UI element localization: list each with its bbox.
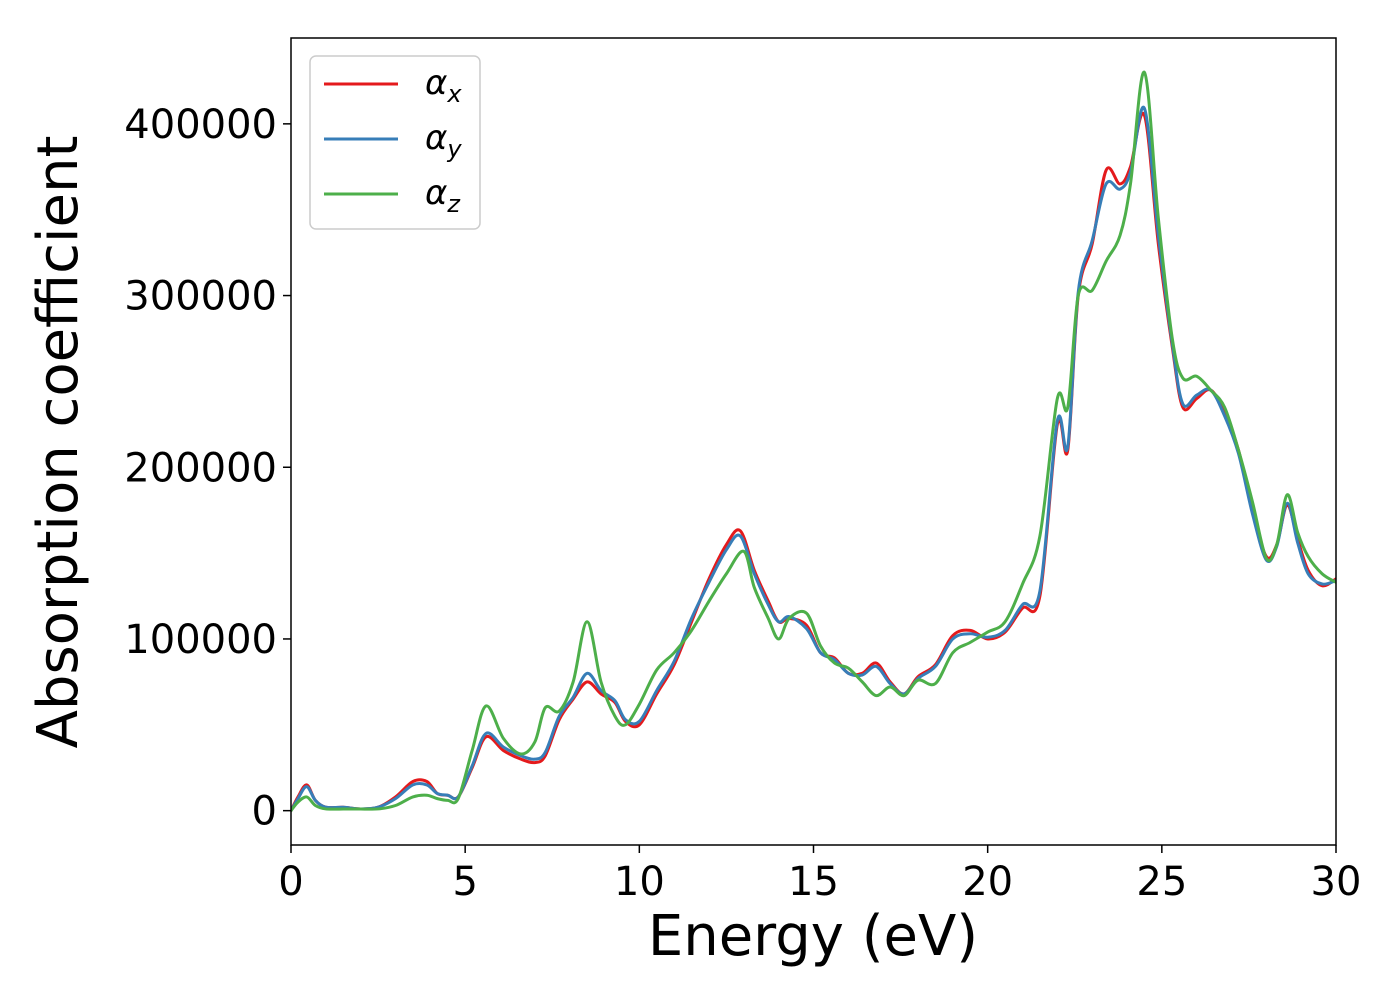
y-tick-label: 0 bbox=[252, 789, 277, 835]
series-group bbox=[291, 70, 1336, 813]
y-tick-label: 100000 bbox=[124, 617, 277, 663]
legend-symbol: α bbox=[425, 63, 447, 103]
y-axis-label: Absorption coefficient bbox=[26, 136, 91, 749]
x-axis: 0 5 10 15 20 25 30 bbox=[278, 845, 1361, 905]
y-axis: 0 100000 200000 300000 400000 bbox=[124, 102, 291, 835]
x-tick-label: 15 bbox=[788, 859, 839, 905]
legend-label-y: αy bbox=[425, 118, 462, 163]
y-tick-label: 200000 bbox=[124, 445, 277, 491]
x-tick-label: 25 bbox=[1136, 859, 1187, 905]
series-line-z bbox=[291, 70, 1336, 813]
legend-subscript: z bbox=[446, 190, 461, 218]
y-tick-label: 400000 bbox=[124, 102, 277, 148]
legend-symbol: α bbox=[425, 173, 447, 213]
x-tick-label: 10 bbox=[614, 859, 665, 905]
legend-label-z: αz bbox=[425, 173, 461, 218]
legend-label-x: αx bbox=[425, 63, 462, 108]
x-axis-label: Energy (eV) bbox=[648, 904, 978, 969]
y-tick-label: 300000 bbox=[124, 274, 277, 320]
x-tick-label: 0 bbox=[278, 859, 303, 905]
legend-subscript: y bbox=[446, 135, 462, 163]
legend-box bbox=[309, 55, 481, 230]
legend-subscript: x bbox=[446, 80, 462, 108]
x-tick-label: 5 bbox=[452, 859, 477, 905]
x-tick-label: 20 bbox=[962, 859, 1013, 905]
x-tick-label: 30 bbox=[1311, 859, 1362, 905]
legend-symbol: α bbox=[425, 118, 447, 158]
